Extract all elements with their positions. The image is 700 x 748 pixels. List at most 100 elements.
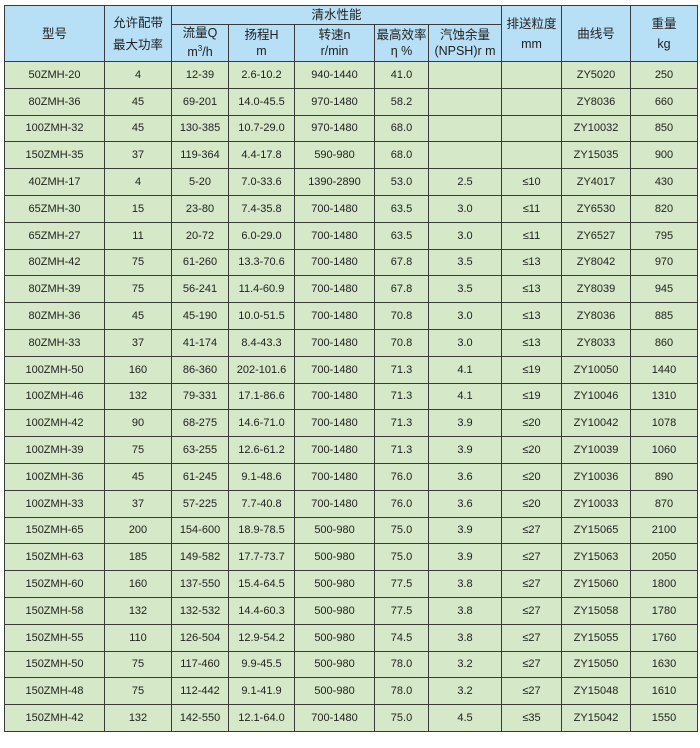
- cell-curve: ZY8039: [561, 275, 631, 304]
- table-row: 150ZMH-48 75 112-442 9.1-41.9 500-980 78.0 3.2…: [4, 677, 698, 706]
- cell-power: 75: [104, 436, 172, 464]
- cell-particle: [501, 61, 562, 89]
- cell-efficiency: 77.5: [374, 570, 429, 598]
- header-curve: 曲线号: [561, 5, 631, 62]
- cell-model: 100ZMH-39: [4, 436, 105, 464]
- table-row: 65ZMH-27 11 20-72 6.0-29.0 700-1480 63.5 3.0 ≤1…: [4, 221, 698, 250]
- cell-model: 150ZMH-60: [4, 570, 105, 598]
- cell-npsh: 3.0: [428, 328, 502, 357]
- cell-efficiency: 75.0: [374, 704, 429, 732]
- header-npsh-line1: 汽蚀余量: [439, 28, 490, 42]
- cell-speed: 700-1480: [294, 704, 375, 732]
- cell-flow: 154-600: [171, 516, 229, 545]
- cell-model: 100ZMH-42: [4, 409, 105, 438]
- cell-power: 4: [104, 61, 172, 89]
- cell-model: 50ZMH-20: [4, 61, 105, 89]
- cell-speed: 500-980: [294, 543, 375, 572]
- table-row: 150ZMH-63 185 149-582 17.7-73.7 500-980 75.0 3…: [4, 543, 698, 572]
- header-model-label: 型号: [41, 26, 67, 41]
- cell-head: 14.6-71.0: [228, 409, 295, 438]
- header-power-line1: 允许配带: [112, 15, 163, 30]
- table-row: 40ZMH-17 4 5-20 7.0-33.6 1390-2890 53.0 2.5 ≤10…: [4, 168, 698, 196]
- cell-speed: 970-1480: [294, 114, 375, 143]
- cell-efficiency: 77.5: [374, 596, 429, 625]
- cell-head: 17.7-73.7: [228, 543, 295, 572]
- cell-weight: 1440: [630, 355, 698, 384]
- cell-weight: 1610: [630, 677, 698, 706]
- cell-speed: 700-1480: [294, 248, 375, 277]
- cell-weight: 1780: [630, 596, 698, 625]
- cell-model: 40ZMH-17: [4, 168, 105, 196]
- table-row: 100ZMH-39 75 63-255 12.6-61.2 700-1480 71.3 3.…: [4, 436, 698, 464]
- table-row: 100ZMH-36 45 61-245 9.1-48.6 700-1480 76.0 3.6…: [4, 462, 698, 491]
- cell-head: 7.7-40.8: [228, 489, 295, 518]
- cell-npsh: [428, 87, 502, 116]
- cell-speed: 700-1480: [294, 436, 375, 464]
- cell-particle: ≤11: [501, 221, 562, 250]
- cell-particle: ≤20: [501, 436, 562, 464]
- table-row: 100ZMH-50 160 86-360 202-101.6 700-1480 71.3 4…: [4, 355, 698, 384]
- cell-head: 17.1-86.6: [228, 382, 295, 411]
- cell-curve: ZY10046: [561, 382, 631, 411]
- cell-efficiency: 68.0: [374, 114, 429, 143]
- header-performance-label: 清水性能: [311, 8, 362, 22]
- cell-curve: ZY15050: [561, 650, 631, 679]
- cell-particle: ≤19: [501, 355, 562, 384]
- cell-flow: 69-201: [171, 87, 229, 116]
- cell-speed: 500-980: [294, 650, 375, 679]
- cell-particle: ≤13: [501, 248, 562, 277]
- cell-efficiency: 67.8: [374, 275, 429, 304]
- cell-head: 9.1-48.6: [228, 462, 295, 491]
- table-row: 100ZMH-42 90 68-275 14.6-71.0 700-1480 71.3 3.…: [4, 409, 698, 438]
- header-speed-line2: r/min: [320, 44, 349, 58]
- table-row: 100ZMH-46 132 79-331 17.1-86.6 700-1480 71.3 4…: [4, 382, 698, 411]
- cell-power: 75: [104, 650, 172, 679]
- cell-model: 100ZMH-50: [4, 355, 105, 384]
- cell-curve: ZY6530: [561, 194, 631, 223]
- cell-curve: ZY15060: [561, 570, 631, 598]
- cell-flow: 126-504: [171, 623, 229, 652]
- cell-npsh: 3.6: [428, 462, 502, 491]
- cell-npsh: 3.9: [428, 516, 502, 545]
- cell-curve: ZY8036: [561, 87, 631, 116]
- cell-head: 6.0-29.0: [228, 221, 295, 250]
- cell-model: 80ZMH-36: [4, 87, 105, 116]
- header-weight: 重量 kg: [630, 5, 698, 62]
- cell-npsh: 3.5: [428, 275, 502, 304]
- cell-npsh: 3.0: [428, 194, 502, 223]
- cell-efficiency: 76.0: [374, 462, 429, 491]
- cell-power: 45: [104, 114, 172, 143]
- cell-head: 14.4-60.3: [228, 596, 295, 625]
- header-eff-line2: η %: [390, 44, 413, 58]
- cell-weight: 820: [630, 194, 698, 223]
- cell-npsh: 3.8: [428, 623, 502, 652]
- table-row: 80ZMH-36 45 69-201 14.0-45.5 970-1480 58.2 ZY8…: [4, 87, 698, 116]
- cell-speed: 700-1480: [294, 489, 375, 518]
- cell-npsh: 3.2: [428, 650, 502, 679]
- cell-efficiency: 71.3: [374, 409, 429, 438]
- header-speed: 转速n r/min: [294, 24, 375, 62]
- cell-particle: ≤11: [501, 194, 562, 223]
- cell-efficiency: 58.2: [374, 87, 429, 116]
- cell-flow: 61-260: [171, 248, 229, 277]
- cell-power: 45: [104, 87, 172, 116]
- header-weight-line2: kg: [657, 36, 671, 51]
- cell-curve: ZY15035: [561, 141, 631, 170]
- cell-power: 160: [104, 355, 172, 384]
- cell-power: 132: [104, 382, 172, 411]
- cell-power: 110: [104, 623, 172, 652]
- cell-flow: 45-190: [171, 302, 229, 330]
- flow-unit-base: m: [187, 45, 198, 60]
- cell-npsh: 3.9: [428, 436, 502, 464]
- cell-head: 18.9-78.5: [228, 516, 295, 545]
- cell-model: 80ZMH-39: [4, 275, 105, 304]
- cell-particle: ≤27: [501, 543, 562, 572]
- cell-flow: 20-72: [171, 221, 229, 250]
- header-particle-line1: 排送粒度: [506, 16, 557, 31]
- cell-particle: [501, 87, 562, 116]
- cell-npsh: 3.9: [428, 543, 502, 572]
- cell-head: 10.0-51.5: [228, 302, 295, 330]
- cell-head: 10.7-29.0: [228, 114, 295, 143]
- table-row: 100ZMH-33 37 57-225 7.7-40.8 700-1480 76.0 3.6…: [4, 489, 698, 518]
- cell-npsh: 3.5: [428, 248, 502, 277]
